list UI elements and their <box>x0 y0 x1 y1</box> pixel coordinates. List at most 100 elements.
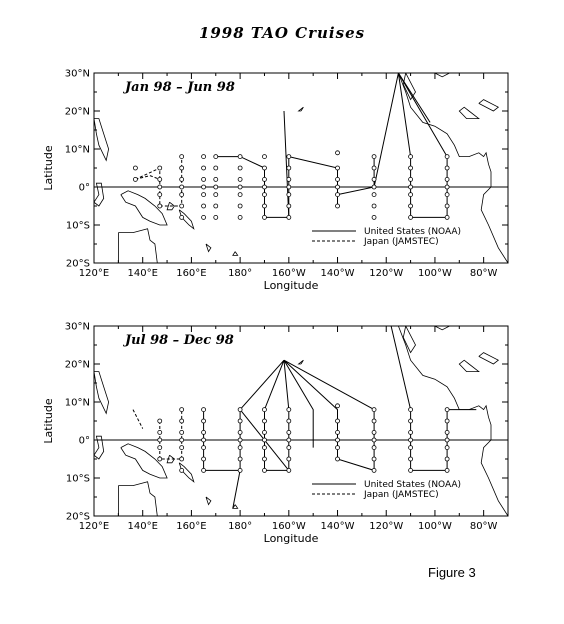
lon-tick-label: 120°E <box>79 268 109 279</box>
lon-tick-label: 120°E <box>79 521 109 532</box>
coastline <box>458 106 480 119</box>
buoy-station <box>201 445 206 451</box>
buoy-station <box>444 456 450 462</box>
lon-tick-label: 160°E <box>176 268 206 279</box>
coastline <box>478 99 500 112</box>
buoy-station <box>262 437 267 443</box>
buoy-station <box>408 184 413 190</box>
buoy-station <box>286 407 292 413</box>
buoy-station <box>286 437 292 443</box>
buoy-station <box>201 407 206 413</box>
buoy-station <box>444 184 450 190</box>
buoy-station <box>179 407 185 413</box>
buoy-station <box>201 176 206 182</box>
y-axis-title: Latitude <box>42 145 55 191</box>
lat-tick-label: 10°N <box>65 398 90 409</box>
buoy-station <box>408 214 413 220</box>
lon-tick-label: 80°W <box>470 268 498 279</box>
buoy-station <box>132 176 138 182</box>
buoy-station <box>335 203 340 209</box>
buoy-station <box>408 154 413 160</box>
coastline <box>120 443 168 479</box>
buoy-station <box>444 437 450 443</box>
buoy-station <box>444 429 450 435</box>
lon-tick-label: 160°W <box>272 521 306 532</box>
buoy-station <box>201 214 206 220</box>
buoy-station <box>286 184 292 190</box>
lat-tick-label: 10°S <box>66 221 90 232</box>
buoy-station <box>408 176 413 182</box>
buoy-station <box>262 418 267 424</box>
buoy-station <box>213 214 219 220</box>
buoy-station <box>371 445 377 451</box>
coastline <box>398 326 508 516</box>
buoy-station <box>237 176 243 182</box>
lat-tick-label: 10°N <box>65 145 90 156</box>
buoy-station <box>179 429 185 435</box>
buoy-station <box>213 176 219 182</box>
buoy-station <box>237 445 243 451</box>
buoy-station <box>408 429 413 435</box>
buoy-station <box>201 184 206 190</box>
noaa-track <box>397 73 448 157</box>
jamstec-track <box>135 175 160 180</box>
buoy-station <box>335 184 340 190</box>
buoy-station <box>262 467 267 473</box>
buoy-station <box>157 418 163 424</box>
period-label: Jan 98 – Jun 98 <box>122 80 235 95</box>
buoy-station <box>132 165 138 171</box>
buoy-station <box>237 467 243 473</box>
buoy-station <box>157 184 163 190</box>
buoy-station <box>201 456 206 462</box>
buoy-station <box>201 418 206 424</box>
coastline <box>232 251 239 256</box>
cruise-tracks <box>132 326 477 509</box>
buoy-station <box>157 456 163 462</box>
buoy-station <box>262 214 267 220</box>
buoy-station <box>335 165 340 171</box>
buoy-station <box>262 192 267 198</box>
jamstec-track <box>132 409 144 429</box>
buoy-station <box>237 184 243 190</box>
buoy-station <box>444 418 450 424</box>
noaa-track <box>337 156 375 196</box>
lat-tick-label: 0° <box>79 183 90 194</box>
buoy-station <box>286 203 292 209</box>
buoy-station <box>237 456 243 462</box>
buoy-station <box>408 192 413 198</box>
lon-tick-label: 180° <box>228 268 252 279</box>
buoy-station <box>444 165 450 171</box>
x-axis-title: Longitude <box>264 279 319 292</box>
buoy-station <box>371 437 377 443</box>
buoy-station <box>201 437 206 443</box>
buoy-station <box>286 467 292 473</box>
lon-tick-label: 80°W <box>470 521 498 532</box>
buoy-station <box>371 203 377 209</box>
lon-tick-label: 140°W <box>321 521 355 532</box>
buoy-station <box>157 165 163 171</box>
buoy-station <box>444 214 450 220</box>
buoy-station <box>213 192 219 198</box>
buoy-station <box>157 203 163 209</box>
buoy-station <box>179 445 185 451</box>
map-panel-1: 120°E 140°E 160°E 180° 160°W 140°W 120°W 100°W 8… <box>42 69 509 292</box>
buoy-station <box>408 418 413 424</box>
buoy-station <box>286 445 292 451</box>
buoy-station <box>157 192 163 198</box>
buoy-station <box>237 214 243 220</box>
buoy-station <box>408 456 413 462</box>
buoy-station <box>262 407 267 413</box>
buoy-station <box>201 165 206 171</box>
buoy-station <box>408 437 413 443</box>
buoy-station <box>371 418 377 424</box>
buoy-station <box>335 403 340 409</box>
coastline <box>94 371 110 415</box>
buoy-station <box>371 184 377 190</box>
buoy-station <box>262 203 267 209</box>
coastline <box>205 243 212 253</box>
noaa-track <box>232 470 241 509</box>
buoy-station <box>179 437 185 443</box>
buoy-station <box>201 429 206 435</box>
coastline <box>94 118 110 162</box>
